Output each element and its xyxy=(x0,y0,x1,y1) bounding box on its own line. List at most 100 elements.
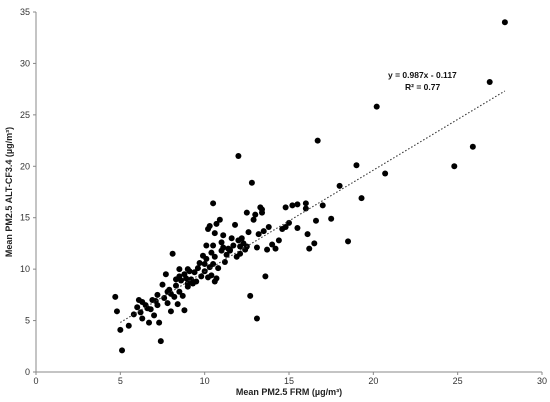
data-point xyxy=(130,311,137,318)
x-tick-label: 30 xyxy=(537,376,547,386)
data-point xyxy=(176,288,183,295)
trendline xyxy=(120,90,506,323)
plot-area xyxy=(35,12,542,373)
data-point xyxy=(193,278,200,285)
data-point xyxy=(174,301,181,308)
y-tick-label: 15 xyxy=(20,213,30,223)
data-point xyxy=(134,304,141,311)
trend-r-squared: R² = 0.77 xyxy=(405,82,440,92)
data-point xyxy=(237,250,244,257)
data-point xyxy=(272,245,279,252)
data-point xyxy=(250,216,257,223)
data-point xyxy=(203,255,210,262)
data-point xyxy=(112,293,119,300)
x-tick-label: 0 xyxy=(33,376,38,386)
data-point xyxy=(178,277,185,284)
y-axis-ticks: 0 5 10 15 20 25 30 35 xyxy=(20,7,36,377)
data-point xyxy=(216,216,223,223)
data-point xyxy=(328,215,335,222)
data-point xyxy=(157,338,164,345)
data-point xyxy=(382,170,389,177)
data-point xyxy=(201,261,208,267)
data-point xyxy=(181,307,188,314)
data-point xyxy=(262,273,269,280)
x-axis-title: Mean PM2.5 FRM (µg/m³) xyxy=(236,387,342,397)
data-point xyxy=(221,258,228,265)
data-point xyxy=(176,266,183,273)
y-axis-title: Mean PM2.5 ALT-CF3.4 (µg/m³) xyxy=(4,127,14,257)
data-point xyxy=(373,103,380,110)
data-point xyxy=(167,308,174,315)
data-point xyxy=(302,205,309,212)
y-tick-label: 0 xyxy=(25,367,30,377)
data-point xyxy=(210,261,217,267)
data-point xyxy=(156,319,163,326)
data-point xyxy=(162,271,169,278)
data-point xyxy=(147,306,154,313)
data-point xyxy=(213,220,220,227)
data-point xyxy=(312,217,319,224)
data-point xyxy=(191,269,198,276)
data-point xyxy=(319,202,326,209)
data-point xyxy=(248,179,255,186)
data-point xyxy=(269,241,276,248)
data-point xyxy=(282,204,289,211)
y-tick-label: 30 xyxy=(20,58,30,68)
data-point xyxy=(232,221,239,228)
data-point xyxy=(194,265,201,272)
data-point xyxy=(253,244,260,251)
x-axis-ticks: 0 5 10 15 20 25 30 xyxy=(33,372,547,386)
data-point xyxy=(294,201,301,208)
data-point xyxy=(302,200,309,207)
data-point xyxy=(159,281,166,288)
data-point xyxy=(304,231,311,238)
data-point xyxy=(125,322,132,329)
data-point xyxy=(260,228,267,235)
data-point xyxy=(208,249,215,256)
data-point xyxy=(223,251,230,258)
y-tick-label: 5 xyxy=(25,316,30,326)
data-point xyxy=(139,315,146,322)
data-point xyxy=(451,163,458,170)
data-point xyxy=(259,206,266,213)
data-point xyxy=(119,347,126,354)
data-point xyxy=(345,238,352,245)
data-point xyxy=(161,294,168,301)
data-point xyxy=(208,272,215,279)
data-point xyxy=(314,137,321,144)
data-point xyxy=(211,230,218,237)
data-point xyxy=(255,231,262,238)
data-point xyxy=(228,235,235,242)
y-tick-label: 20 xyxy=(20,161,30,171)
x-tick-label: 20 xyxy=(368,376,378,386)
data-point xyxy=(211,253,218,260)
x-tick-label: 5 xyxy=(118,376,123,386)
x-tick-label: 15 xyxy=(284,376,294,386)
y-tick-label: 35 xyxy=(20,7,30,17)
data-point xyxy=(245,229,252,236)
data-point xyxy=(238,235,245,242)
data-point xyxy=(186,268,193,275)
data-point xyxy=(264,246,271,253)
data-point xyxy=(253,315,260,322)
data-point xyxy=(306,245,313,252)
data-point xyxy=(252,211,259,218)
data-point xyxy=(183,275,190,282)
data-point xyxy=(220,232,227,239)
data-point xyxy=(220,244,227,251)
x-tick-label: 25 xyxy=(453,376,463,386)
data-point xyxy=(169,250,176,257)
data-point xyxy=(154,291,161,298)
data-point xyxy=(358,195,365,202)
data-point xyxy=(286,219,292,226)
data-point xyxy=(265,223,272,230)
data-point xyxy=(198,273,205,280)
data-point xyxy=(294,225,301,231)
data-point xyxy=(137,309,144,316)
data-point xyxy=(243,209,250,216)
y-tick-label: 10 xyxy=(20,264,30,274)
data-points xyxy=(112,19,508,354)
data-point xyxy=(203,242,210,249)
data-point xyxy=(179,292,186,299)
